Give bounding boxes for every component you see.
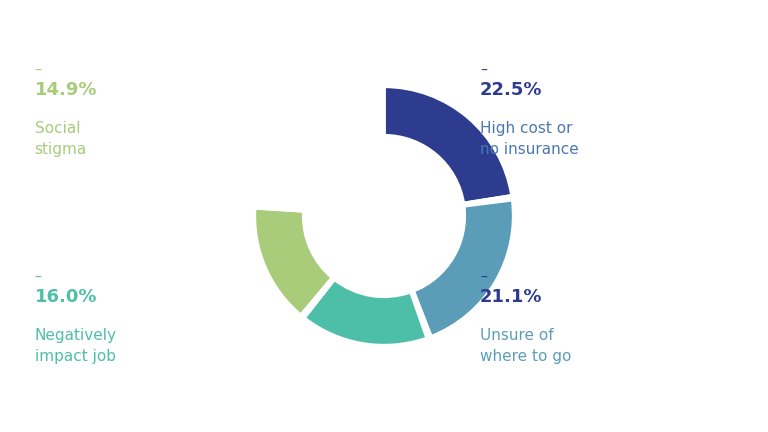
Text: 16.0%: 16.0% <box>35 288 97 306</box>
Wedge shape <box>411 291 431 338</box>
Wedge shape <box>463 196 512 206</box>
Text: Negatively
impact job: Negatively impact job <box>35 328 117 365</box>
Wedge shape <box>254 208 333 315</box>
Wedge shape <box>301 278 334 318</box>
Text: 22.5%: 22.5% <box>480 81 542 99</box>
Text: –: – <box>35 64 41 77</box>
Wedge shape <box>413 200 514 337</box>
Wedge shape <box>255 204 304 211</box>
Text: Unsure of
where to go: Unsure of where to go <box>480 328 571 365</box>
Text: 14.9%: 14.9% <box>35 81 97 99</box>
Text: 21.1%: 21.1% <box>480 288 542 306</box>
Wedge shape <box>304 279 427 346</box>
Wedge shape <box>255 86 384 208</box>
Wedge shape <box>384 86 512 203</box>
Text: –: – <box>480 64 487 77</box>
Text: –: – <box>480 271 487 285</box>
Text: Social
stigma: Social stigma <box>35 121 87 157</box>
Text: –: – <box>35 271 41 285</box>
Text: High cost or
no insurance: High cost or no insurance <box>480 121 579 157</box>
